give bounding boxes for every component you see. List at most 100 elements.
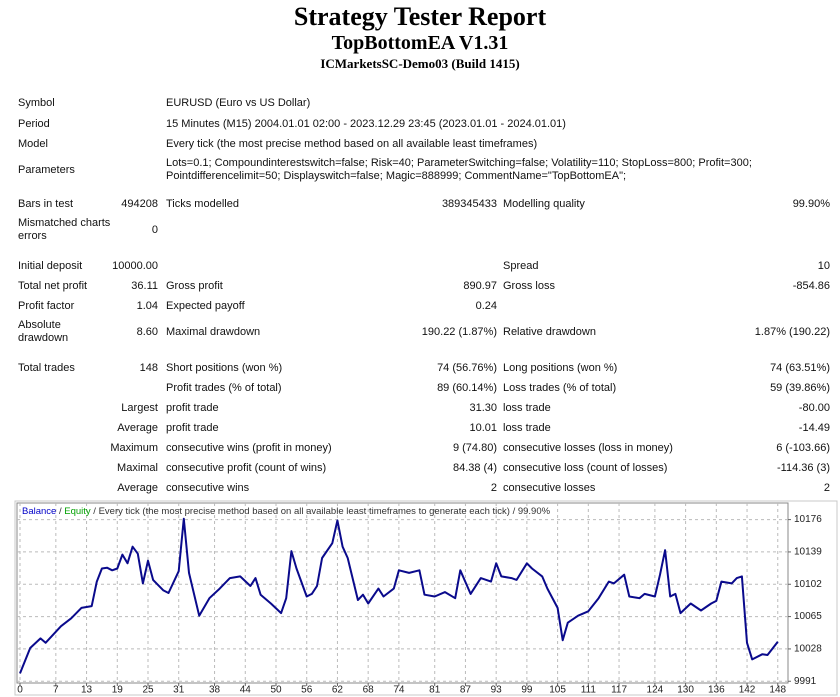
x-tick-label: 25: [142, 685, 154, 696]
x-tick-label: 105: [549, 685, 566, 696]
field-label: Profit factor: [18, 299, 75, 312]
field-label: Long positions (won %): [503, 361, 618, 374]
field-label: Total net profit: [18, 279, 88, 292]
x-tick-label: 13: [81, 685, 93, 696]
field-label: drawdown: [18, 332, 69, 344]
field-label: consecutive loss (count of losses): [503, 461, 668, 474]
field-value: 10.01: [469, 421, 497, 434]
field-value: 15 Minutes (M15) 2004.01.01 02:00 - 2023…: [166, 117, 566, 130]
field-label: Profit trades (% of total): [166, 381, 282, 394]
field-value: 9 (74.80): [452, 441, 497, 454]
legend-item: Equity: [64, 506, 91, 517]
report-subtitle: TopBottomEA V1.31: [331, 32, 509, 54]
field-label: Initial deposit: [18, 259, 83, 272]
x-tick-label: 93: [491, 685, 503, 696]
field-label: Bars in test: [18, 197, 74, 210]
field-value: 0: [151, 223, 158, 236]
x-tick-label: 50: [270, 685, 282, 696]
x-tick-label: 111: [581, 685, 597, 696]
field-value: 36.11: [131, 279, 158, 292]
field-label: Short positions (won %): [166, 361, 283, 374]
x-tick-label: 74: [393, 685, 405, 696]
field-value: 84.38 (4): [452, 461, 497, 474]
field-value: 2: [490, 481, 497, 494]
field-value: -854.86: [792, 279, 830, 292]
field-label: Absolute: [18, 319, 61, 331]
field-label: Model: [18, 137, 48, 150]
field-value: 89 (60.14%): [437, 381, 497, 394]
field-label: consecutive profit (count of wins): [166, 461, 327, 474]
x-tick-label: 19: [112, 685, 124, 696]
field-label: loss trade: [503, 421, 551, 434]
field-value: 6 (-103.66): [776, 441, 830, 454]
field-value: -80.00: [798, 401, 830, 414]
field-label: Expected payoff: [166, 299, 245, 312]
chart-frame: [14, 500, 838, 696]
field-value: 99.90%: [792, 197, 830, 210]
field-label: Period: [18, 117, 50, 130]
y-tick-label: 9991: [794, 676, 817, 687]
x-tick-label: 117: [611, 685, 627, 696]
field-label: loss trade: [503, 401, 551, 414]
field-value: 1.87% (190.22): [754, 325, 830, 338]
plot-area: [16, 502, 789, 684]
legend-item: Balance: [22, 506, 56, 517]
field-label: Relative drawdown: [503, 325, 596, 338]
legend-item: /: [56, 506, 64, 517]
field-label: consecutive losses (loss in money): [503, 441, 673, 454]
field-value: 2: [823, 481, 830, 494]
field-label: Gross profit: [166, 279, 223, 292]
field-label: Gross loss: [503, 279, 555, 292]
field-value: 190.22 (1.87%): [421, 325, 497, 338]
field-value: 8.60: [136, 325, 158, 338]
field-value: 389345433: [441, 197, 497, 210]
field-value: EURUSD (Euro vs US Dollar): [166, 96, 311, 109]
field-label: Symbol: [18, 96, 55, 109]
field-value: Pointdifferencelimit=50; Displayswitch=f…: [166, 170, 627, 182]
field-label: Parameters: [18, 163, 75, 176]
field-value: 0.24: [475, 299, 497, 312]
field-value: 890.97: [463, 279, 497, 292]
x-tick-label: 0: [17, 685, 23, 696]
x-tick-label: 142: [739, 685, 756, 696]
field-value: Average: [117, 421, 158, 434]
y-tick-label: 10139: [794, 547, 822, 558]
x-tick-label: 44: [240, 685, 252, 696]
x-tick-label: 87: [460, 685, 472, 696]
server: ICMarketsSC-Demo03 (Build 1415): [320, 56, 520, 71]
field-value: Maximum: [110, 441, 158, 454]
field-label: consecutive losses: [503, 481, 596, 494]
y-tick-label: 10065: [794, 611, 822, 622]
field-value: 148: [139, 361, 158, 374]
x-tick-label: 68: [363, 685, 375, 696]
field-label: Loss trades (% of total): [503, 381, 617, 394]
field-value: Lots=0.1; Compoundinterestswitch=false; …: [166, 157, 752, 169]
x-tick-label: 31: [173, 685, 185, 696]
field-value: 10: [817, 259, 830, 272]
field-label: profit trade: [166, 421, 219, 434]
balance-line: [19, 517, 779, 674]
report-title: Strategy Tester Report: [293, 2, 547, 31]
field-value: 494208: [121, 197, 158, 210]
field-value: 31.30: [469, 401, 497, 414]
field-value: Average: [117, 481, 158, 494]
x-tick-label: 130: [677, 685, 694, 696]
field-label: consecutive wins: [166, 481, 250, 494]
field-label: Spread: [503, 259, 539, 272]
field-label: consecutive wins (profit in money): [166, 441, 332, 454]
x-tick-label: 7: [53, 685, 59, 696]
field-label: Mismatched charts: [18, 217, 111, 229]
field-value: Every tick (the most precise method base…: [166, 137, 538, 150]
x-tick-label: 81: [429, 685, 441, 696]
x-tick-label: 136: [708, 685, 725, 696]
y-tick-label: 10176: [794, 514, 822, 525]
x-tick-label: 124: [647, 685, 664, 696]
y-tick-label: 10028: [794, 644, 822, 655]
x-tick-label: 99: [521, 685, 533, 696]
field-label: errors: [18, 230, 47, 242]
field-label: Maximal drawdown: [166, 325, 261, 338]
field-value: 59 (39.86%): [770, 381, 830, 394]
field-value: 10000.00: [112, 259, 158, 272]
